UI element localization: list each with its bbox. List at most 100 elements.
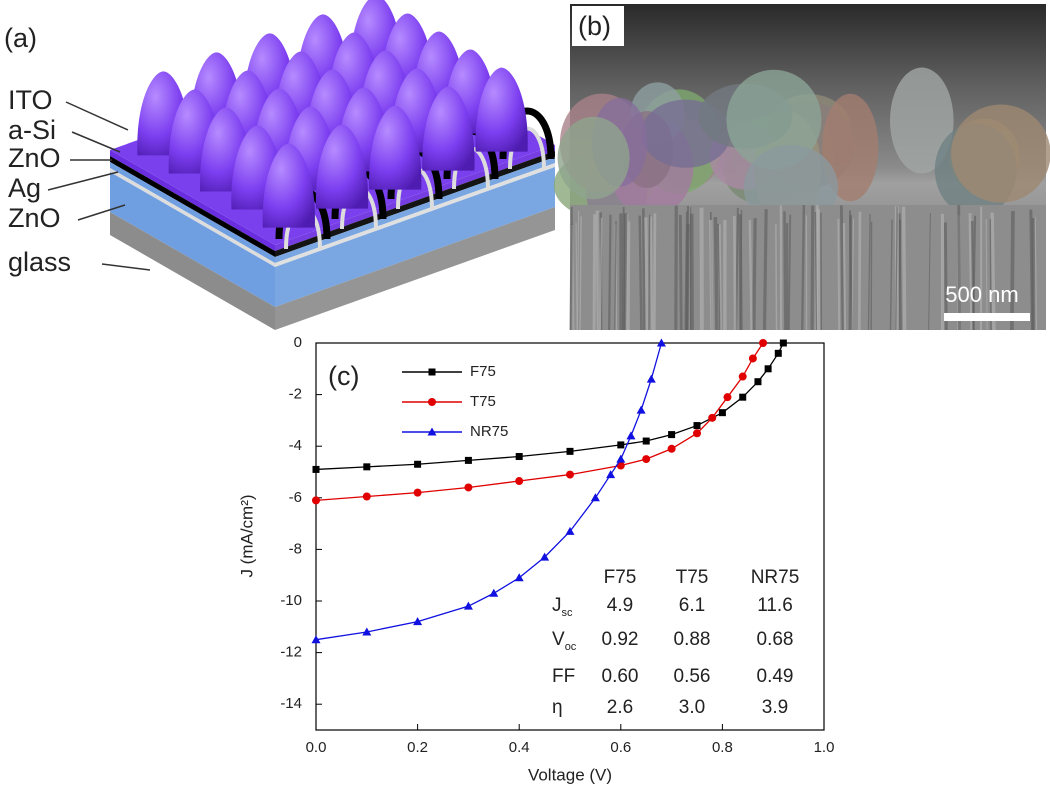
- table-cell: 6.1: [679, 595, 705, 616]
- streak: [678, 214, 683, 331]
- streak: [848, 215, 853, 331]
- layer-right: [275, 167, 555, 307]
- streak: [608, 214, 612, 331]
- data-point: [540, 552, 550, 561]
- streak: [621, 207, 625, 331]
- x-axis-label: Voltage (V): [528, 765, 612, 784]
- panel-label: (c): [328, 361, 359, 391]
- data-point: [754, 378, 762, 386]
- data-point: [779, 339, 787, 347]
- leader: [65, 101, 129, 131]
- data-point: [414, 460, 422, 468]
- legend-label: F75: [470, 363, 496, 380]
- panel-label: (a): [4, 23, 37, 53]
- streak: [569, 223, 573, 331]
- streak: [1009, 211, 1015, 331]
- panel-c: (c) Voltage (V) J (mA/cm²) 0.0 0.2 0.4 0.6 0…: [237, 334, 834, 785]
- streak: [957, 205, 961, 331]
- streak: [713, 216, 719, 331]
- leader: [101, 263, 151, 271]
- series-line: [315, 342, 764, 502]
- streak: [717, 223, 721, 331]
- layer-label: glass: [8, 247, 71, 277]
- layer-label: ZnO: [8, 203, 61, 233]
- plot-frame: [315, 342, 825, 731]
- table-cell: 4.9: [607, 595, 633, 616]
- streak: [575, 222, 578, 331]
- streak: [623, 212, 628, 331]
- data-point: [759, 339, 768, 347]
- streak: [857, 211, 862, 331]
- data-point: [636, 405, 646, 414]
- x-tick-label: 0.2: [407, 739, 428, 756]
- data-point: [748, 354, 757, 363]
- streak: [867, 213, 871, 331]
- scale-bar-label: 500 nm: [945, 282, 1018, 307]
- streak: [614, 220, 617, 331]
- data-point: [463, 601, 473, 610]
- table-cell: 0.88: [674, 629, 711, 650]
- table-cell: 2.6: [607, 697, 633, 718]
- layer-right: [275, 151, 555, 257]
- symbol: J: [552, 595, 562, 616]
- data-point: [668, 431, 676, 439]
- x-tick-label: 0.8: [712, 739, 733, 756]
- streak: [649, 216, 654, 331]
- x-tick-label: 0.0: [306, 739, 327, 756]
- y-tick-label: 0: [294, 334, 302, 351]
- table-row-label: Voc: [552, 629, 577, 653]
- y-tick-label: -2: [289, 386, 302, 403]
- legend-label: T75: [470, 393, 496, 410]
- data-point: [590, 493, 600, 502]
- grain: [726, 69, 822, 170]
- layer-left: [110, 150, 275, 251]
- data-point: [363, 463, 371, 471]
- leader: [71, 131, 121, 153]
- streak: [897, 213, 903, 331]
- data-point: [693, 429, 701, 438]
- panel-b: (b) 500 nm: [553, 4, 1050, 331]
- data-point: [565, 526, 575, 535]
- streak: [718, 224, 722, 331]
- streak: [1029, 209, 1034, 331]
- grain: [951, 104, 1050, 203]
- data-point: [312, 465, 320, 473]
- data-point: [515, 453, 523, 461]
- y-axis-label: J (mA/cm²): [237, 494, 256, 577]
- streak: [685, 223, 690, 331]
- layer-right: [275, 163, 555, 267]
- streak: [595, 210, 601, 331]
- data-point: [566, 447, 574, 455]
- streak: [901, 206, 907, 331]
- streak: [968, 213, 974, 331]
- layer-label: ZnO: [8, 143, 61, 173]
- layer-label: Ag: [8, 173, 41, 203]
- layer-right: [275, 157, 555, 263]
- panel-label: (b): [578, 11, 611, 41]
- streak: [775, 224, 778, 331]
- data-point: [667, 444, 676, 453]
- dome: [262, 143, 315, 228]
- x-tick-label: 1.0: [814, 739, 835, 756]
- streak: [1034, 217, 1038, 331]
- data-point: [566, 470, 574, 479]
- y-tick-label: -14: [280, 695, 302, 712]
- table-header: F75: [604, 567, 637, 588]
- streak: [842, 223, 847, 331]
- series-line: [315, 342, 784, 471]
- streak: [970, 221, 975, 331]
- data-point: [738, 372, 747, 381]
- symbol: η: [552, 697, 563, 718]
- table-cell: 3.9: [762, 697, 788, 718]
- data-point: [489, 588, 499, 597]
- streak: [814, 212, 818, 331]
- streak: [708, 219, 714, 331]
- data-point: [464, 483, 473, 492]
- streak: [889, 219, 893, 331]
- data-point: [311, 635, 321, 644]
- y-tick-label: -12: [280, 644, 302, 661]
- subscript: oc: [565, 641, 577, 653]
- table-row-label: η: [552, 697, 563, 718]
- y-tick-label: -10: [280, 592, 302, 609]
